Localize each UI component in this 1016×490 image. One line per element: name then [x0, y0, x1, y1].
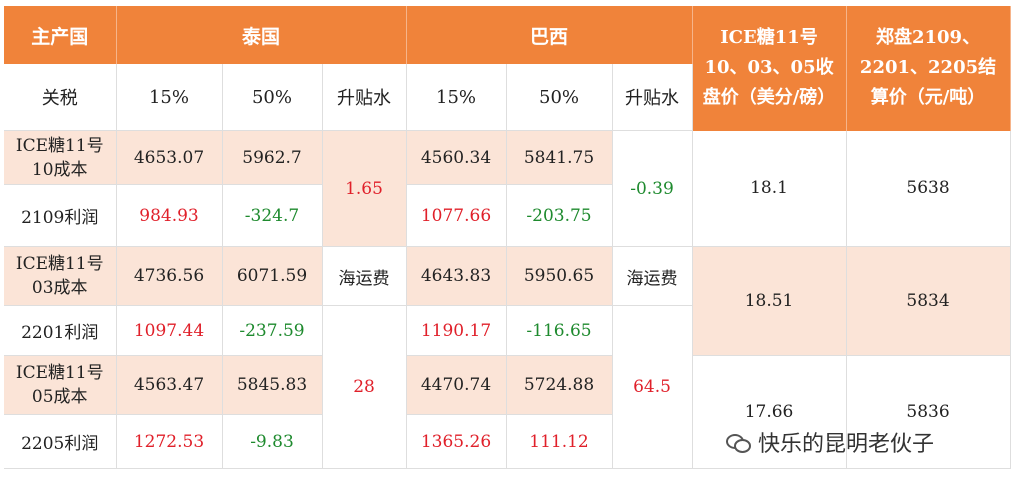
wechat-icon — [726, 432, 752, 453]
cell-br-15: 1077.66 — [406, 184, 507, 247]
cell-br-50: 5841.75 — [506, 130, 613, 185]
subheader-br-50: 50% — [506, 64, 613, 131]
sugar-import-profit-table: 主产国 泰国 巴西 ICE糖11号10、03、05收盘价（美分/磅） 郑盘210… — [4, 6, 1011, 469]
header-brazil: 巴西 — [406, 6, 693, 64]
cell-br-premium: -0.39 — [612, 130, 693, 247]
row-label: 2205利润 — [4, 414, 117, 469]
header-thailand: 泰国 — [116, 6, 407, 64]
cell-zz-2205: 5836 — [846, 355, 1011, 469]
subheader-tariff: 关税 — [4, 64, 117, 131]
cell-th-50: -237.59 — [222, 305, 323, 356]
cell-br-50: 111.12 — [506, 414, 613, 469]
cell-br-15: 1365.26 — [406, 414, 507, 469]
watermark: 快乐的昆明老伙子 — [726, 426, 934, 458]
cell-th-50: -9.83 — [222, 414, 323, 469]
cell-th-premium: 1.65 — [322, 130, 407, 247]
subheader-th-premium: 升贴水 — [322, 64, 407, 131]
subheader-br-15: 15% — [406, 64, 507, 131]
cell-th-50: 6071.59 — [222, 246, 323, 306]
cell-th-50: -324.7 — [222, 184, 323, 247]
cell-ice-03: 18.51 — [692, 246, 847, 356]
cell-zz-2201: 5834 — [846, 246, 1011, 356]
cell-br-50: -116.65 — [506, 305, 613, 356]
cell-th-15: 1272.53 — [116, 414, 223, 469]
row-label: ICE糖11号05成本 — [4, 355, 117, 415]
cell-th-15: 4563.47 — [116, 355, 223, 415]
cell-th-15: 984.93 — [116, 184, 223, 247]
header-zhengzhou-price: 郑盘2109、2201、2205结算价（元/吨） — [846, 6, 1011, 131]
subheader-br-premium: 升贴水 — [612, 64, 693, 131]
table-row: ICE糖11号03成本 4736.56 6071.59 海运费 4643.83 … — [4, 246, 1011, 356]
cell-th-15: 4653.07 — [116, 130, 223, 185]
subheader-th-15: 15% — [116, 64, 223, 131]
subheader-th-50: 50% — [222, 64, 323, 131]
cell-th-50: 5845.83 — [222, 355, 323, 415]
cell-br-50: -203.75 — [506, 184, 613, 247]
cell-br-50: 5724.88 — [506, 355, 613, 415]
cell-th-freight-label: 海运费 — [322, 246, 407, 306]
header-main-country: 主产国 — [4, 6, 117, 64]
table-row: 2109利润 984.93 -324.7 1077.66 -203.75 — [4, 184, 1010, 247]
cell-th-50: 5962.7 — [222, 130, 323, 185]
table-row: 2205利润 1272.53 -9.83 1365.26 111.12 — [4, 414, 1010, 469]
watermark-text: 快乐的昆明老伙子 — [758, 432, 935, 457]
row-label: ICE糖11号03成本 — [4, 246, 117, 306]
header-row: 主产国 泰国 巴西 ICE糖11号10、03、05收盘价（美分/磅） 郑盘210… — [4, 6, 1011, 131]
table-row: ICE糖11号05成本 4563.47 5845.83 4470.74 5724… — [4, 355, 1011, 469]
header-ice-price: ICE糖11号10、03、05收盘价（美分/磅） — [692, 6, 847, 131]
cell-th-15: 4736.56 — [116, 246, 223, 306]
row-label: 2109利润 — [4, 184, 117, 247]
cell-br-freight-label: 海运费 — [612, 246, 693, 306]
cell-br-15: 4470.74 — [406, 355, 507, 415]
cell-zz-2109: 5638 — [846, 130, 1011, 247]
row-label: 2201利润 — [4, 305, 117, 356]
cell-br-15: 4643.83 — [406, 246, 507, 306]
cell-br-15: 1190.17 — [406, 305, 507, 356]
cell-br-15: 4560.34 — [406, 130, 507, 185]
cell-th-15: 1097.44 — [116, 305, 223, 356]
cell-ice-10: 18.1 — [692, 130, 847, 247]
cell-br-50: 5950.65 — [506, 246, 613, 306]
row-label: ICE糖11号10成本 — [4, 130, 117, 185]
table-row: 2201利润 1097.44 -237.59 28 1190.17 -116.6… — [4, 305, 1010, 469]
table-row: ICE糖11号10成本 4653.07 5962.7 1.65 4560.34 … — [4, 130, 1011, 247]
subheader-row: 关税 15% 50% 升贴水 15% 50% 升贴水 — [4, 64, 1010, 131]
cell-th-freight-value: 28 — [322, 305, 407, 469]
cell-ice-05: 17.66 — [692, 355, 847, 469]
cell-br-freight-value: 64.5 — [612, 305, 693, 469]
